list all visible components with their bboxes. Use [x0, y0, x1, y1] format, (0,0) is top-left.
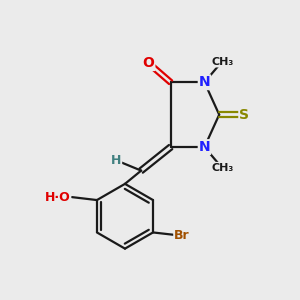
- Text: S: S: [239, 108, 249, 122]
- Text: H: H: [111, 154, 121, 167]
- Text: CH₃: CH₃: [211, 163, 233, 173]
- Text: O: O: [142, 56, 154, 70]
- Text: Br: Br: [174, 229, 190, 242]
- Text: N: N: [199, 75, 210, 89]
- Text: CH₃: CH₃: [211, 57, 233, 67]
- Text: H·O: H·O: [45, 190, 70, 204]
- Text: N: N: [199, 140, 210, 154]
